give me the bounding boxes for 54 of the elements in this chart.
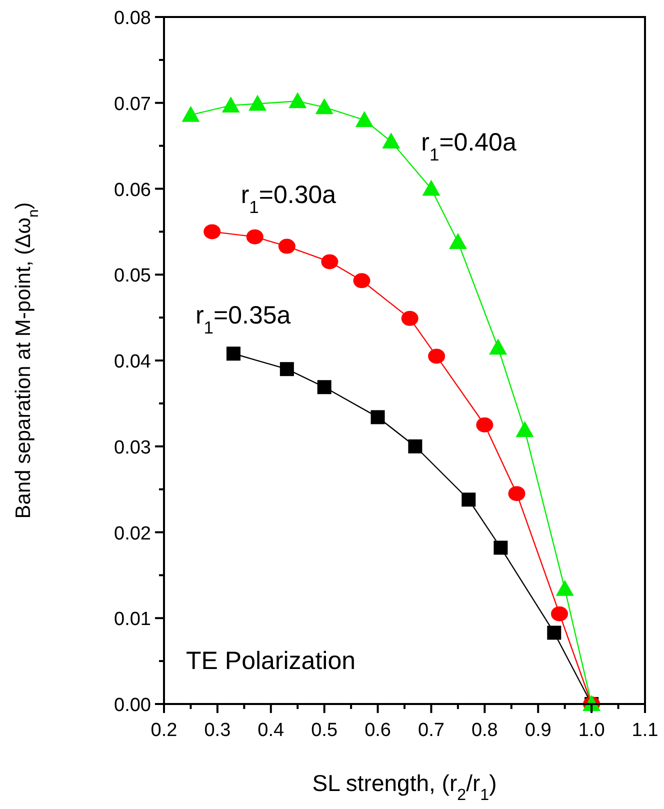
point: [401, 310, 418, 326]
point: [288, 92, 307, 108]
point: [516, 421, 534, 438]
y-tick-label: 0.06: [114, 180, 151, 201]
y-tick-label: 0.08: [114, 8, 151, 29]
x-axis-title: SL strength, (r$_{2}$/r$_{1}$): [312, 770, 497, 804]
x-tick-label: 0.8: [471, 720, 498, 741]
series-label: r$_{1}$=0.40a: [421, 128, 516, 165]
x-tick-label: 1.0: [578, 720, 605, 741]
y-tick-label: 0.07: [114, 94, 151, 115]
y-tick-label: 0.02: [114, 523, 151, 544]
x-tick-label: 0.3: [204, 720, 231, 741]
point: [556, 580, 574, 596]
x-tick-label: 0.9: [524, 720, 552, 741]
point: [462, 492, 476, 507]
point: [278, 238, 296, 254]
point: [355, 111, 374, 128]
x-tick-label: 0.2: [150, 720, 178, 741]
point: [204, 224, 221, 240]
point: [246, 229, 264, 244]
x-tick-label: 0.6: [364, 720, 391, 741]
y-tick-label: 0.05: [114, 266, 151, 287]
y-tick-label: 0.01: [114, 609, 151, 630]
point: [428, 348, 446, 364]
series-label: r$_{1}$=0.35a: [195, 302, 291, 338]
point: [547, 626, 562, 640]
point: [550, 606, 568, 622]
y-tick-label: 0.00: [114, 695, 151, 716]
point: [182, 106, 200, 122]
point: [321, 254, 338, 270]
point: [494, 540, 508, 555]
point: [382, 132, 400, 149]
point: [353, 273, 370, 288]
point: [489, 338, 508, 355]
y-tick-label: 0.04: [114, 352, 152, 372]
point: [280, 362, 294, 376]
point: [370, 410, 385, 424]
x-tick-label: 0.5: [311, 720, 338, 741]
point: [222, 96, 240, 112]
x-tick-label: 0.4: [258, 720, 285, 741]
point: [508, 486, 526, 502]
x-tick-label: 0.7: [418, 720, 444, 741]
y-tick-label: 0.03: [114, 437, 151, 458]
series-label: r$_{1}$=0.30a: [240, 180, 336, 217]
point: [476, 417, 494, 432]
point: [448, 232, 467, 249]
point: [315, 98, 334, 114]
point: [226, 346, 240, 361]
annotation: TE Polarization: [186, 647, 356, 675]
x-tick-label: 1.1: [632, 720, 658, 741]
point: [422, 180, 440, 196]
point: [317, 380, 332, 394]
point: [248, 94, 267, 111]
point: [408, 439, 422, 454]
